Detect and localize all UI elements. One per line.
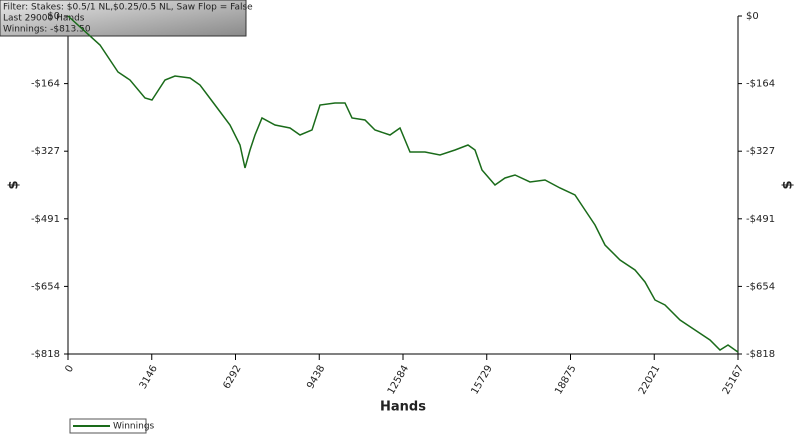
legend-label: Winnings [113,422,155,432]
y-tick-label-right: -$491 [746,214,775,225]
x-tick-label: 0 [63,364,76,375]
x-tick-label: 12584 [386,364,411,397]
y-tick-label-right: $0 [746,11,759,22]
y-axis-label: $ [7,180,22,189]
y-tick-label-right: -$654 [746,281,775,292]
x-tick-label: 3146 [138,364,160,392]
y-tick-label-right: -$818 [746,349,775,360]
x-axis-label: Hands [380,400,426,415]
info-line: Filter: Stakes: $0.5/1 NL,$0.25/0.5 NL, … [3,3,253,13]
x-tick-label: 15729 [470,363,495,396]
y-tick-label-right: -$327 [746,146,775,157]
line [67,15,739,353]
info-line: Last 29000 Hands [3,14,85,24]
x-tick-label: 18875 [553,364,578,397]
x-tick-label: 9438 [305,364,327,392]
y-tick-label: -$491 [31,214,60,225]
info-line: Winnings: -$813.50 [3,25,91,35]
y-tick-label: -$327 [31,146,60,157]
y-tick-label: -$654 [31,281,60,292]
info-box [0,0,247,37]
y-tick-label-right: -$164 [746,79,775,90]
y-tick-label: $0 [47,11,60,22]
y-tick-label: -$164 [31,79,60,90]
x-tick-label: 6292 [221,364,243,392]
x-tick-label: 25167 [721,364,746,397]
y-axis-label-right: $ [781,180,796,189]
x-tick-label: 22021 [637,364,662,397]
y-tick-label: -$818 [31,349,60,360]
